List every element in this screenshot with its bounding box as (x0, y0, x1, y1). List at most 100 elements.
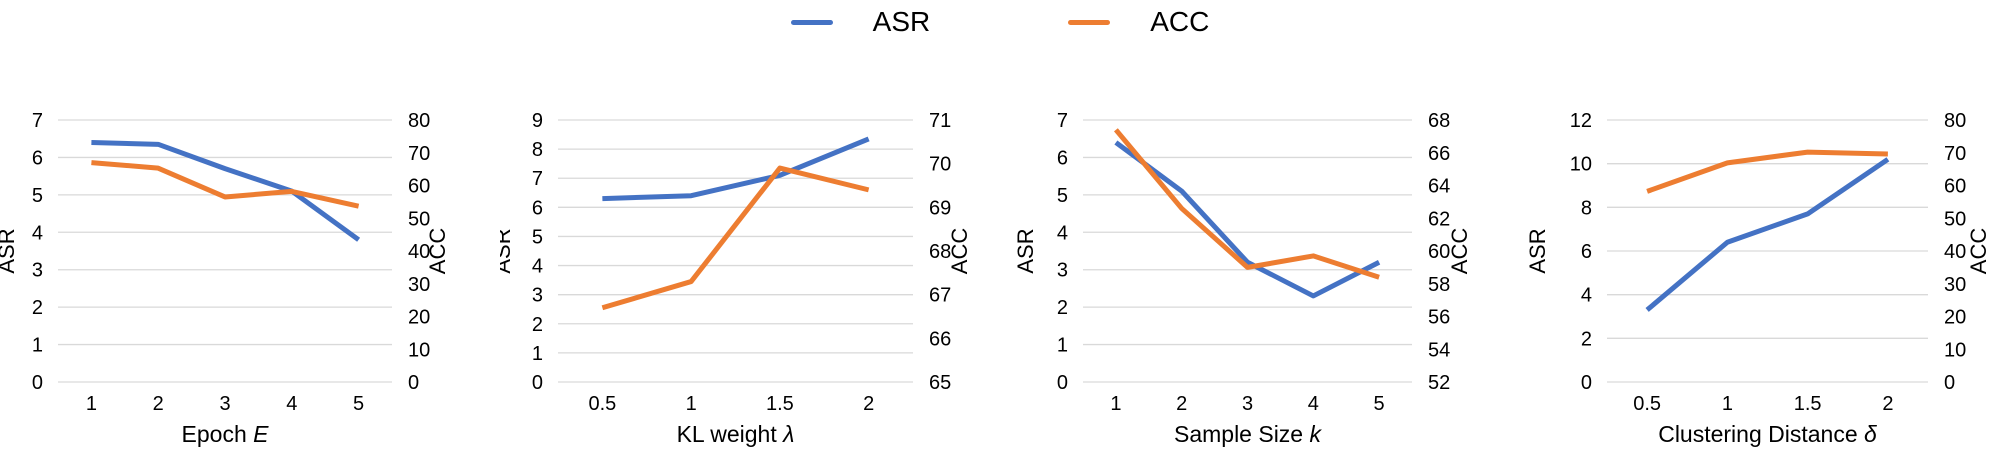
x-axis-tick: 3 (1242, 393, 1253, 415)
left-axis-tick: 0 (1581, 372, 1592, 394)
left-axis-tick: 6 (1057, 147, 1068, 169)
right-axis-tick: 50 (408, 208, 430, 230)
right-axis-tick: 70 (408, 143, 430, 165)
x-axis-tick: 2 (1176, 393, 1187, 415)
right-axis-tick: 10 (408, 339, 430, 361)
x-axis-tick: 1.5 (1794, 393, 1822, 415)
left-axis-tick: 5 (1057, 185, 1068, 207)
left-axis-tick: 4 (1581, 285, 1592, 307)
left-axis-tick: 6 (532, 197, 543, 219)
x-axis-tick: 1 (686, 393, 697, 415)
asr-line (1114, 140, 1381, 299)
right-axis-tick: 70 (1944, 143, 1966, 165)
left-axis-title: ASR (0, 228, 19, 273)
left-axis-tick: 0 (1057, 372, 1068, 394)
asr-line-swatch (790, 19, 833, 25)
right-axis-tick: 60 (1428, 241, 1450, 263)
x-axis-tick: 5 (353, 393, 364, 415)
x-axis-title: KL weight λ (677, 421, 795, 447)
right-axis-tick: 60 (408, 176, 430, 198)
x-axis-tick: 2 (863, 393, 874, 415)
left-axis-tick: 2 (1581, 328, 1592, 350)
left-axis-tick: 12 (1570, 110, 1592, 132)
x-axis-tick: 0.5 (1633, 393, 1661, 415)
legend: ASR ACC (0, 6, 2000, 38)
right-axis-tick: 62 (1428, 208, 1450, 230)
left-axis-tick: 1 (532, 343, 543, 365)
right-axis-tick: 60 (1944, 176, 1966, 198)
x-axis-tick: 0.5 (588, 393, 616, 415)
acc-line-swatch (1068, 19, 1111, 25)
left-axis-tick: 3 (1057, 260, 1068, 282)
chart-clustering-distance-svg: 0 2 4 6 8 10 12 0 10 20 30 40 50 60 70 80 0.5 1 1.5 2 ASR ACC… (1525, 110, 1991, 447)
right-axis-tick: 66 (1428, 143, 1450, 165)
legend-label-asr: ASR (872, 6, 931, 37)
left-axis-tick: 0 (32, 372, 43, 394)
right-axis-tick: 69 (929, 197, 951, 219)
left-axis-tick: 4 (32, 222, 43, 244)
legend-item-acc: ACC (1068, 6, 1209, 38)
left-axis-tick: 0 (532, 372, 543, 394)
x-axis-tick: 3 (219, 393, 230, 415)
right-axis-tick: 0 (1944, 372, 1955, 394)
left-axis-title: ASR (1013, 228, 1038, 273)
charts-row: 0 1 2 3 4 5 6 7 0 10 20 30 40 50 60 70 80 1 2 3 4 5 ASR ACC Epoc… (0, 70, 2000, 455)
right-axis-tick: 10 (1944, 339, 1966, 361)
left-axis-tick: 5 (32, 185, 43, 207)
asr-line (602, 136, 870, 202)
asr-line (1645, 157, 1890, 312)
right-axis-tick: 30 (1944, 274, 1966, 296)
x-axis-tick: 5 (1374, 393, 1385, 415)
left-axis-tick: 4 (532, 256, 543, 278)
right-axis-tick: 50 (1944, 208, 1966, 230)
right-axis-tick: 80 (1944, 110, 1966, 132)
right-axis-tick: 68 (929, 241, 951, 263)
right-axis-tick: 67 (929, 285, 951, 307)
left-axis-tick: 9 (532, 110, 543, 132)
asr-line (91, 139, 361, 242)
left-axis-title: ASR (500, 228, 515, 273)
left-axis-tick: 7 (1057, 110, 1068, 132)
right-axis-tick: 54 (1428, 339, 1450, 361)
right-axis-tick: 66 (929, 328, 951, 350)
x-axis-tick: 1.5 (766, 393, 794, 415)
left-axis-tick: 4 (1057, 222, 1068, 244)
right-axis-tick: 64 (1428, 176, 1450, 198)
right-axis-tick: 68 (1428, 110, 1450, 132)
left-axis-tick: 6 (1581, 241, 1592, 263)
right-axis-title: ACC (425, 228, 450, 275)
right-axis-title: ACC (947, 228, 972, 275)
right-axis-title: ACC (1966, 228, 1991, 275)
right-axis-tick: 65 (929, 372, 951, 394)
chart-kl-weight: 0 1 2 3 4 5 6 7 8 9 65 66 67 68 69 70 71 0.5 1 1.5 2 ASR ACC KL… (500, 70, 1000, 455)
left-axis-tick: 3 (532, 285, 543, 307)
x-axis-tick: 2 (1882, 393, 1893, 415)
right-axis-title: ACC (1447, 228, 1472, 275)
legend-label-acc: ACC (1150, 6, 1210, 37)
left-axis-tick: 8 (532, 139, 543, 161)
chart-sample-size: 0 1 2 3 4 5 6 7 52 54 56 58 60 62 64 66 68 1 2 3 4 5 ASR ACC Sam… (1000, 70, 1500, 455)
right-axis-tick: 40 (408, 241, 430, 263)
legend-item-asr: ASR (790, 6, 931, 38)
x-axis-tick: 1 (1110, 393, 1121, 415)
x-axis-title: Sample Size k (1174, 421, 1323, 447)
x-axis-title: Clustering Distance δ (1658, 421, 1877, 447)
right-axis-tick: 56 (1428, 307, 1450, 329)
acc-line (1646, 149, 1888, 194)
left-axis-tick: 2 (32, 297, 43, 319)
x-axis-tick: 1 (86, 393, 97, 415)
left-axis-tick: 3 (32, 260, 43, 282)
left-axis-tick: 1 (1057, 335, 1068, 357)
right-axis-tick: 20 (408, 307, 430, 329)
right-axis-tick: 0 (408, 372, 419, 394)
right-axis-tick: 40 (1944, 241, 1966, 263)
left-axis-tick: 5 (532, 226, 543, 248)
left-axis-tick: 6 (32, 147, 43, 169)
acc-line (91, 160, 360, 209)
x-axis-tick: 2 (153, 393, 164, 415)
x-axis-tick: 4 (1308, 393, 1319, 415)
